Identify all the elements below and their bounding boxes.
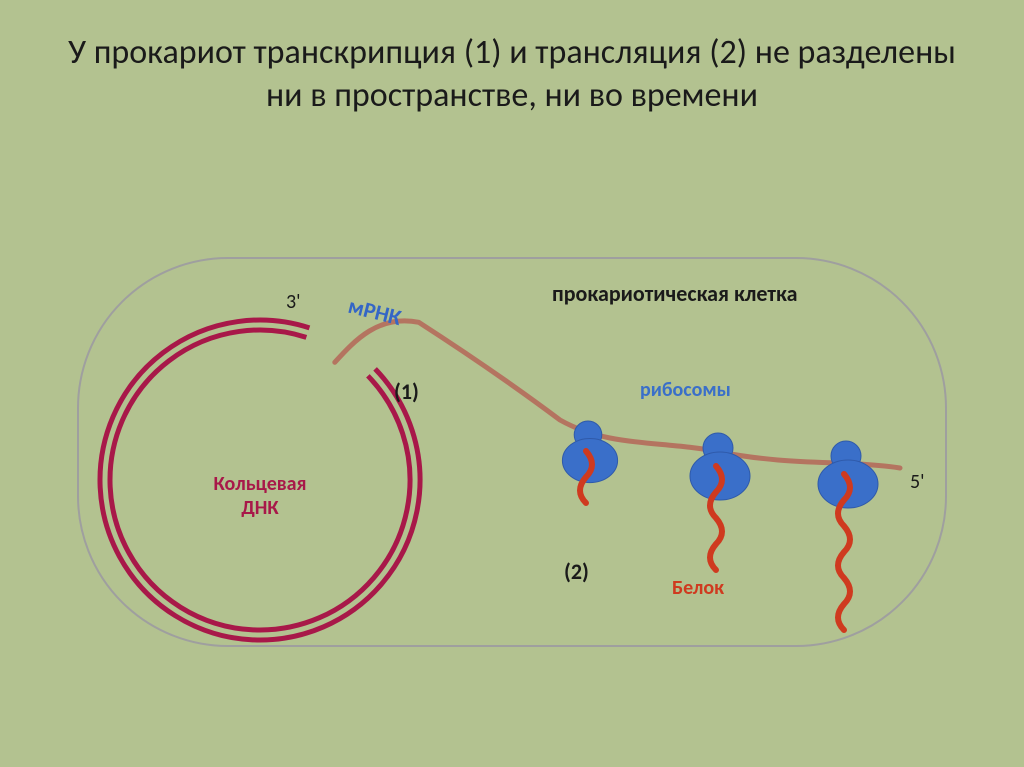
protein-label: Белок <box>672 576 724 600</box>
mrna-5prime-label: 5' <box>910 470 925 494</box>
cell-label: прокариотическая клетка <box>552 280 797 307</box>
mrna-3prime-label: 3' <box>286 290 301 314</box>
process-2-label: (2) <box>564 558 589 585</box>
process-1-label: (1) <box>394 378 419 405</box>
diagram-svg <box>0 0 1024 767</box>
ribosomes-label: рибосомы <box>640 378 731 402</box>
dna-label: Кольцевая ДНК <box>200 472 320 520</box>
cell-membrane <box>78 258 946 646</box>
mrna-strand <box>335 321 900 468</box>
